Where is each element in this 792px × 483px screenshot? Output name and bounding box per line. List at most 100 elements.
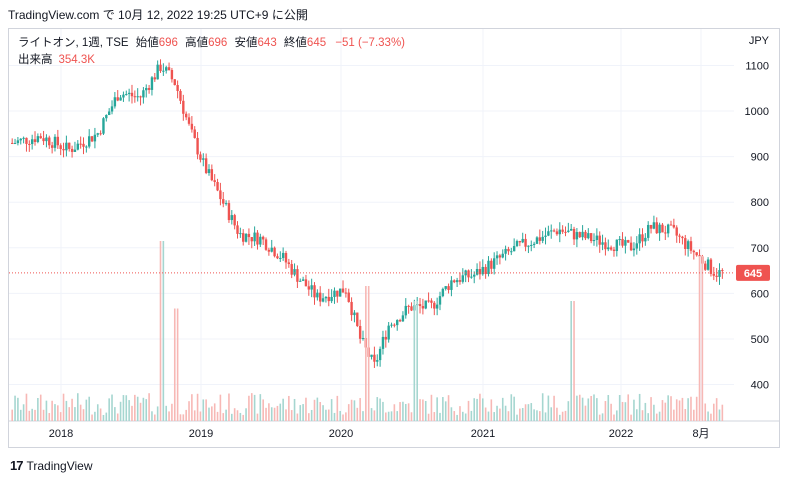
candle-body [11, 142, 14, 144]
volume-bar [42, 409, 45, 421]
x-tick-label: 2021 [471, 428, 495, 440]
volume-bar [504, 405, 507, 421]
volume-bar [211, 406, 213, 421]
candle-body [96, 133, 99, 135]
volume-bar [707, 411, 709, 421]
candle-body [712, 273, 715, 276]
candle-body [207, 169, 211, 174]
volume-bar [256, 413, 259, 421]
candle-body [627, 240, 630, 243]
candle-body [127, 92, 131, 95]
candle-body [401, 315, 405, 322]
volume-bar [151, 411, 153, 421]
candle-body [350, 301, 353, 316]
volume-label: 出来高 [18, 54, 53, 66]
volume-bar [712, 403, 715, 421]
high-label: 高値 [185, 37, 209, 49]
candle-body [119, 97, 122, 101]
volume-bar [390, 411, 393, 421]
volume-bar [128, 400, 130, 421]
candle-body [584, 231, 587, 239]
volume-bar [513, 396, 515, 421]
candle-body [193, 129, 196, 138]
candle-body [646, 224, 650, 238]
candle-body [304, 279, 308, 287]
volume-bar [31, 408, 33, 421]
candle-body [82, 143, 85, 147]
candle-body [709, 259, 713, 274]
candle-body [655, 222, 658, 234]
volume-bar [245, 408, 247, 421]
volume-bar [59, 412, 62, 421]
footer-brand[interactable]: 17 TradingView [10, 458, 93, 473]
volume-bar [225, 409, 227, 421]
volume-bar [587, 398, 590, 421]
open-label: 始値 [135, 37, 159, 49]
volume-bar [330, 399, 333, 421]
candle-body [173, 79, 176, 86]
y-tick-label: 900 [751, 152, 769, 164]
candle-body [122, 94, 125, 98]
candle-body [33, 139, 37, 142]
volume-bar [228, 393, 230, 421]
volume-bar [139, 402, 142, 421]
volume-bar [327, 409, 330, 421]
candle-body [107, 111, 111, 116]
volume-bar [45, 400, 48, 421]
candle-body [336, 290, 339, 297]
candle-body [330, 296, 333, 302]
price-chart[interactable]: 400 500 600 700 800 900 1000 1100 JPY 2018 2019 202… [9, 29, 779, 447]
volume-bar [259, 394, 262, 421]
volume-bar [678, 400, 681, 421]
candle-body [467, 270, 470, 278]
volume-bar [536, 410, 538, 421]
candle-body [504, 248, 507, 254]
volume-bar [248, 395, 250, 421]
candle-body [376, 360, 379, 362]
volume-bar [647, 413, 649, 421]
volume-bar [356, 407, 359, 421]
volume-bar [182, 414, 185, 421]
volume-bar [544, 412, 547, 421]
candle-body [170, 69, 174, 80]
candle-body [324, 296, 328, 299]
volume-bar [630, 414, 632, 421]
volume-bar [165, 405, 168, 421]
volume-bar [91, 414, 93, 421]
candle-body [299, 280, 302, 282]
volume-bar [524, 404, 527, 421]
candle-body [587, 233, 590, 239]
volume-bar [382, 401, 384, 421]
candle-body [550, 230, 553, 232]
candle-body [116, 97, 119, 101]
candle-body [407, 305, 410, 307]
candle-body [133, 96, 137, 98]
volume-bar [493, 412, 495, 421]
candle-body [224, 203, 228, 205]
volume-bar [658, 411, 661, 421]
volume-bar [576, 395, 578, 421]
candle-body [512, 246, 516, 252]
volume-bar [664, 402, 667, 421]
volume-bar [693, 409, 695, 421]
volume-bar [710, 413, 712, 421]
volume-bar [433, 412, 436, 421]
volume-bar [479, 393, 481, 421]
y-tick-label: 500 [751, 334, 769, 346]
candle-body [470, 276, 473, 278]
candle-body [239, 233, 242, 235]
volume-bar [618, 395, 621, 421]
candle-body [88, 136, 91, 147]
volume-bar [17, 397, 19, 421]
volume-bar [39, 394, 42, 421]
volume-bar [305, 397, 307, 421]
volume-bar [456, 414, 458, 421]
volume-bar [145, 399, 148, 421]
candle-body [507, 248, 510, 252]
chart-frame [8, 28, 780, 448]
candle-body [435, 304, 439, 309]
volume-bar [462, 411, 464, 421]
candle-body [487, 260, 490, 275]
volume-bar [199, 411, 202, 421]
volume-bar [496, 405, 498, 421]
